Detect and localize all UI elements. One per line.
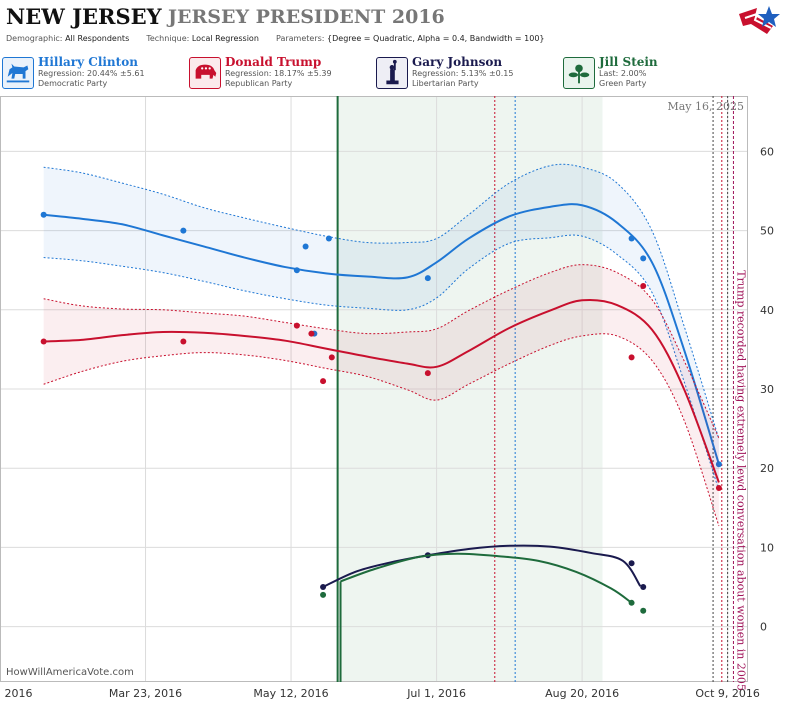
donkey-icon xyxy=(2,57,34,89)
candidate-name: Jill Stein xyxy=(599,55,658,69)
technique-label: Technique: xyxy=(146,34,190,43)
site-logo-icon xyxy=(739,6,780,34)
event-annotation-text: Trump recorded having extremely lewd con… xyxy=(734,270,747,691)
candidate-stat: Regression: 5.13% ±0.15 xyxy=(412,69,514,78)
y-tick-label: 40 xyxy=(760,304,774,317)
donald-trump-confidence-band xyxy=(43,264,719,526)
x-tick-label: Mar 23, 2016 xyxy=(109,687,182,700)
donald-trump-poll-point xyxy=(320,378,327,385)
source-credit: HowWillAmericaVote.com xyxy=(6,667,134,678)
hillary-clinton-poll-point xyxy=(628,235,635,242)
hillary-clinton-poll-point xyxy=(325,235,332,242)
hillary-clinton-upper-bound xyxy=(43,163,720,440)
candidate-stat: Regression: 20.44% ±5.61 xyxy=(38,69,145,78)
gary-johnson-trend-line xyxy=(322,544,642,588)
donald-trump-poll-point xyxy=(180,338,187,345)
y-tick-label: 0 xyxy=(760,621,767,634)
parameters-label: Parameters: xyxy=(276,34,325,43)
hillary-clinton-poll-point xyxy=(180,227,187,234)
donald-trump-poll-point xyxy=(424,370,431,377)
candidate-stat: Regression: 18.17% ±5.39 xyxy=(225,69,332,78)
hillary-clinton-poll-point xyxy=(293,267,300,274)
donald-trump-poll-point xyxy=(640,283,647,290)
hillary-clinton-poll-point xyxy=(40,211,47,218)
donald-trump-poll-point xyxy=(628,354,635,361)
hillary-clinton-confidence-band xyxy=(43,164,719,491)
x-tick-label: Aug 20, 2016 xyxy=(545,687,619,700)
demographic-value: All Respondents xyxy=(65,34,130,43)
x-tick-label: Feb 2, 2016 xyxy=(0,687,32,700)
x-tick-label: Oct 9, 2016 xyxy=(695,687,760,700)
y-tick-label: 20 xyxy=(760,462,774,475)
donald-trump-poll-point xyxy=(40,338,47,345)
gary-johnson-poll-point xyxy=(320,583,327,590)
candidate-name: Donald Trump xyxy=(225,55,322,69)
plot-frame xyxy=(0,96,748,682)
candidate-legend: Hillary Clinton Regression: 20.44% ±5.61… xyxy=(0,55,789,93)
donald-trump-lower-bound xyxy=(43,333,720,527)
jill-stein-poll-point xyxy=(628,599,635,606)
chart-header: NEW JERSEY JERSEY PRESIDENT 2016 Demogra… xyxy=(0,0,789,50)
candidate-party: Democratic Party xyxy=(38,79,108,88)
candidate-clinton: Hillary Clinton Regression: 20.44% ±5.61… xyxy=(0,55,185,93)
jill-stein-trend-line xyxy=(340,552,633,604)
hillary-clinton-lower-bound xyxy=(43,234,720,491)
donald-trump-poll-point xyxy=(328,354,335,361)
hillary-clinton-poll-point xyxy=(424,275,431,282)
candidate-name: Gary Johnson xyxy=(412,55,503,69)
gary-johnson-poll-point xyxy=(628,560,635,567)
gary-johnson-poll-point xyxy=(640,583,647,590)
donald-trump-upper-bound xyxy=(43,264,720,439)
current-date-label: May 16, 2025 xyxy=(667,100,744,113)
y-tick-label: 30 xyxy=(760,383,774,396)
candidate-party: Libertarian Party xyxy=(412,79,479,88)
y-tick-label: 10 xyxy=(760,541,774,554)
poll-regression-chart: 0 10 20 30 40 50 60 Feb 2, 2016 Mar 23, 2016 May … xyxy=(0,96,774,700)
statue-of-liberty-icon xyxy=(376,57,408,89)
jill-stein-poll-point xyxy=(320,591,327,598)
hillary-clinton-poll-point xyxy=(715,461,722,468)
elephant-icon xyxy=(189,57,221,89)
parameters-value: {Degree = Quadratic, Alpha = 0.4, Bandwi… xyxy=(327,34,545,43)
hillary-clinton-poll-point xyxy=(640,255,647,262)
x-tick-label: May 12, 2016 xyxy=(253,687,328,700)
donald-trump-poll-point xyxy=(715,484,722,491)
candidate-name: Hillary Clinton xyxy=(38,55,138,69)
y-tick-label: 50 xyxy=(760,225,774,238)
race-title: JERSEY PRESIDENT 2016 xyxy=(168,6,445,28)
donald-trump-poll-point xyxy=(293,322,300,329)
candidate-trump: Donald Trump Regression: 18.17% ±5.39 Re… xyxy=(187,55,372,93)
candidate-stein: Jill Stein Last: 2.00% Green Party xyxy=(561,55,746,93)
candidate-johnson: Gary Johnson Regression: 5.13% ±0.15 Lib… xyxy=(374,55,559,93)
donald-trump-poll-point xyxy=(308,330,315,337)
demographic-label: Demographic: xyxy=(6,34,63,43)
technique-value: Local Regression xyxy=(191,34,259,43)
hillary-clinton-poll-point xyxy=(302,243,309,250)
green-flower-icon xyxy=(563,57,595,89)
parameters-line: Demographic: All Respondents Technique: … xyxy=(6,34,545,43)
state-title: NEW JERSEY xyxy=(6,4,162,29)
candidate-party: Green Party xyxy=(599,79,647,88)
hillary-clinton-trend-line xyxy=(43,203,720,465)
y-tick-label: 60 xyxy=(760,145,774,158)
donald-trump-trend-line xyxy=(43,298,720,483)
candidate-party: Republican Party xyxy=(225,79,293,88)
jill-stein-poll-point xyxy=(640,607,647,614)
x-tick-label: Jul 1, 2016 xyxy=(406,687,466,700)
candidate-stat: Last: 2.00% xyxy=(599,69,647,78)
